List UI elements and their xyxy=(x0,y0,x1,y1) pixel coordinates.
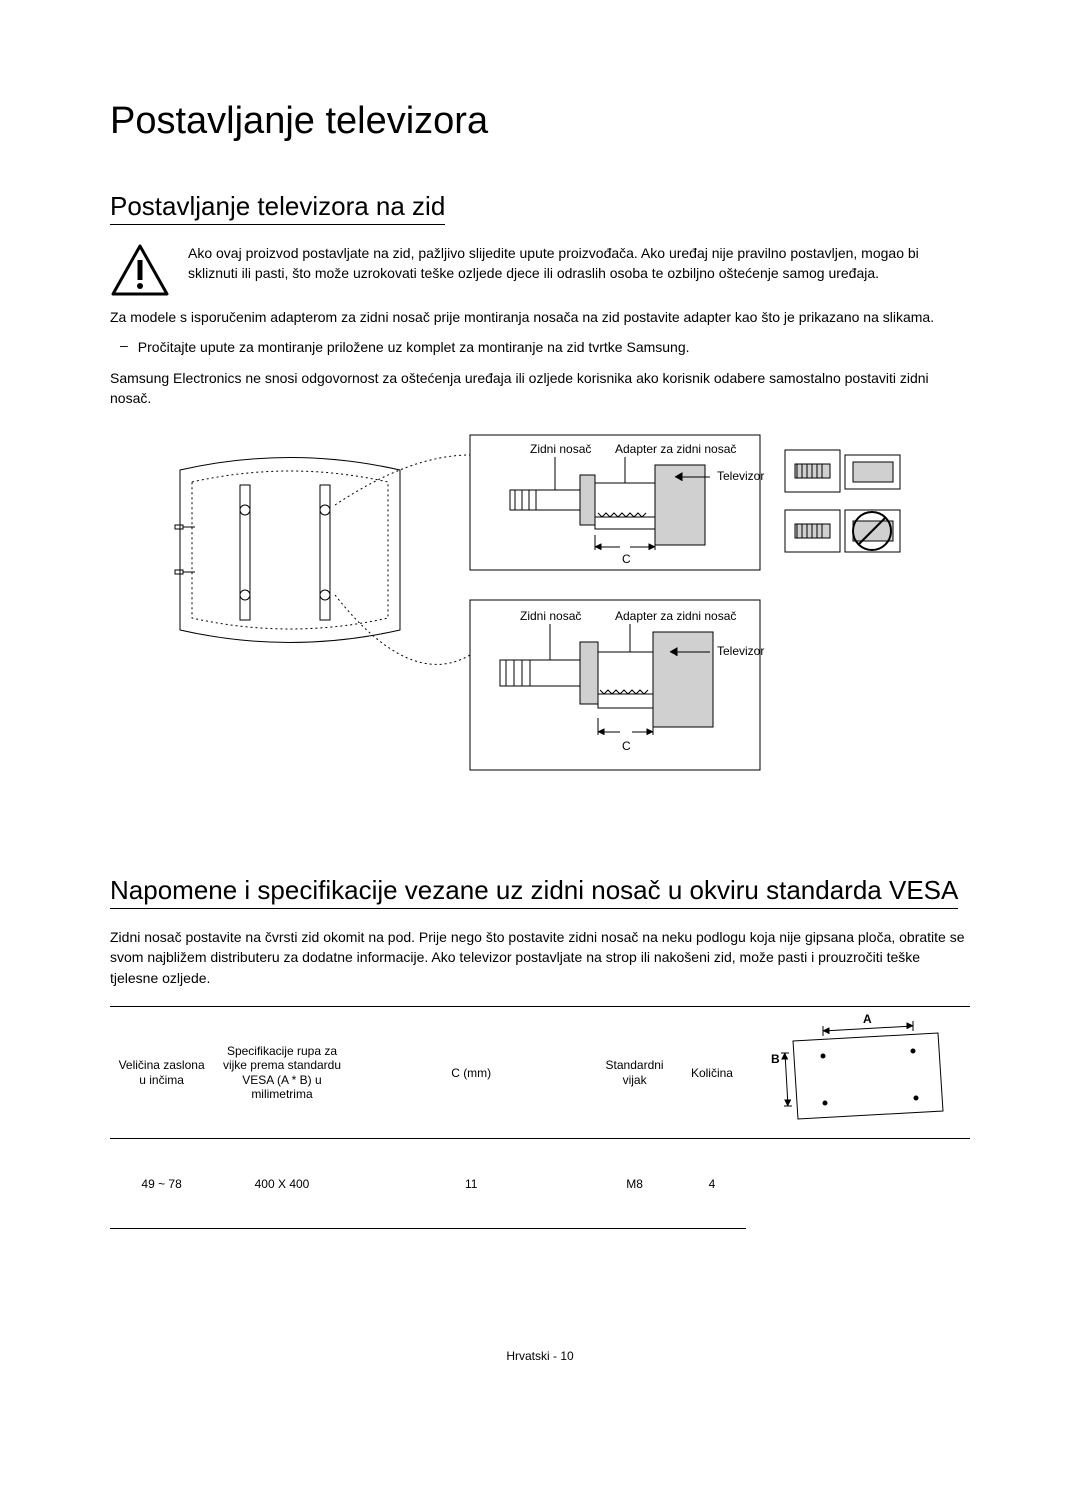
mounting-diagram: Zidni nosač Adapter za zidni nosač Telev… xyxy=(170,430,910,805)
diagram-label-adapter-1: Adapter za zidni nosač xyxy=(615,442,736,456)
section1-p1: Za modele s isporučenim adapterom za zid… xyxy=(110,307,970,327)
vesa-spec-table: Veličina zaslona u inčima Specifikacije … xyxy=(110,1006,970,1229)
th-c: C (mm) xyxy=(351,1007,592,1139)
bullet-dash-icon: – xyxy=(120,337,128,357)
caution-triangle-icon xyxy=(110,243,170,297)
section2-p1: Zidni nosač postavite na čvrsti zid okom… xyxy=(110,927,970,988)
th-vesa: Specifikacije rupa za vijke prema standa… xyxy=(213,1007,351,1139)
diagram-label-c-1: C xyxy=(622,552,631,566)
dim-a-label: A xyxy=(863,1012,872,1026)
section1-bullet: – Pročitajte upute za montiranje prilože… xyxy=(110,337,970,357)
section1-bullet-text: Pročitajte upute za montiranje priložene… xyxy=(138,337,690,357)
th-diagram: A B xyxy=(746,1007,970,1139)
diagram-label-c-2: C xyxy=(622,739,631,753)
warning-block: Ako ovaj proizvod postavljate na zid, pa… xyxy=(110,243,970,297)
page-footer: Hrvatski - 10 xyxy=(110,1349,970,1363)
diagram-label-wallmount-1: Zidni nosač xyxy=(530,442,591,456)
th-size: Veličina zaslona u inčima xyxy=(110,1007,213,1139)
dim-b-label: B xyxy=(771,1052,780,1066)
page-title: Postavljanje televizora xyxy=(110,100,970,143)
th-screw: Standardni vijak xyxy=(592,1007,678,1139)
vesa-dimension-icon: A B xyxy=(763,1011,953,1131)
td-size: 49 ~ 78 xyxy=(110,1139,213,1229)
section1-heading: Postavljanje televizora na zid xyxy=(110,191,445,225)
td-qty: 4 xyxy=(678,1139,747,1229)
diagram-label-wallmount-2: Zidni nosač xyxy=(520,609,581,623)
section2-heading: Napomene i specifikacije vezane uz zidni… xyxy=(110,875,958,909)
td-vesa: 400 X 400 xyxy=(213,1139,351,1229)
section1-p2: Samsung Electronics ne snosi odgovornost… xyxy=(110,368,970,409)
th-qty: Količina xyxy=(678,1007,747,1139)
warning-text: Ako ovaj proizvod postavljate na zid, pa… xyxy=(188,243,970,284)
td-c: 11 xyxy=(351,1139,592,1229)
td-screw: M8 xyxy=(592,1139,678,1229)
diagram-label-tv-1: Televizor xyxy=(717,469,764,483)
diagram-label-tv-2: Televizor xyxy=(717,644,764,658)
diagram-label-adapter-2: Adapter za zidni nosač xyxy=(615,609,736,623)
